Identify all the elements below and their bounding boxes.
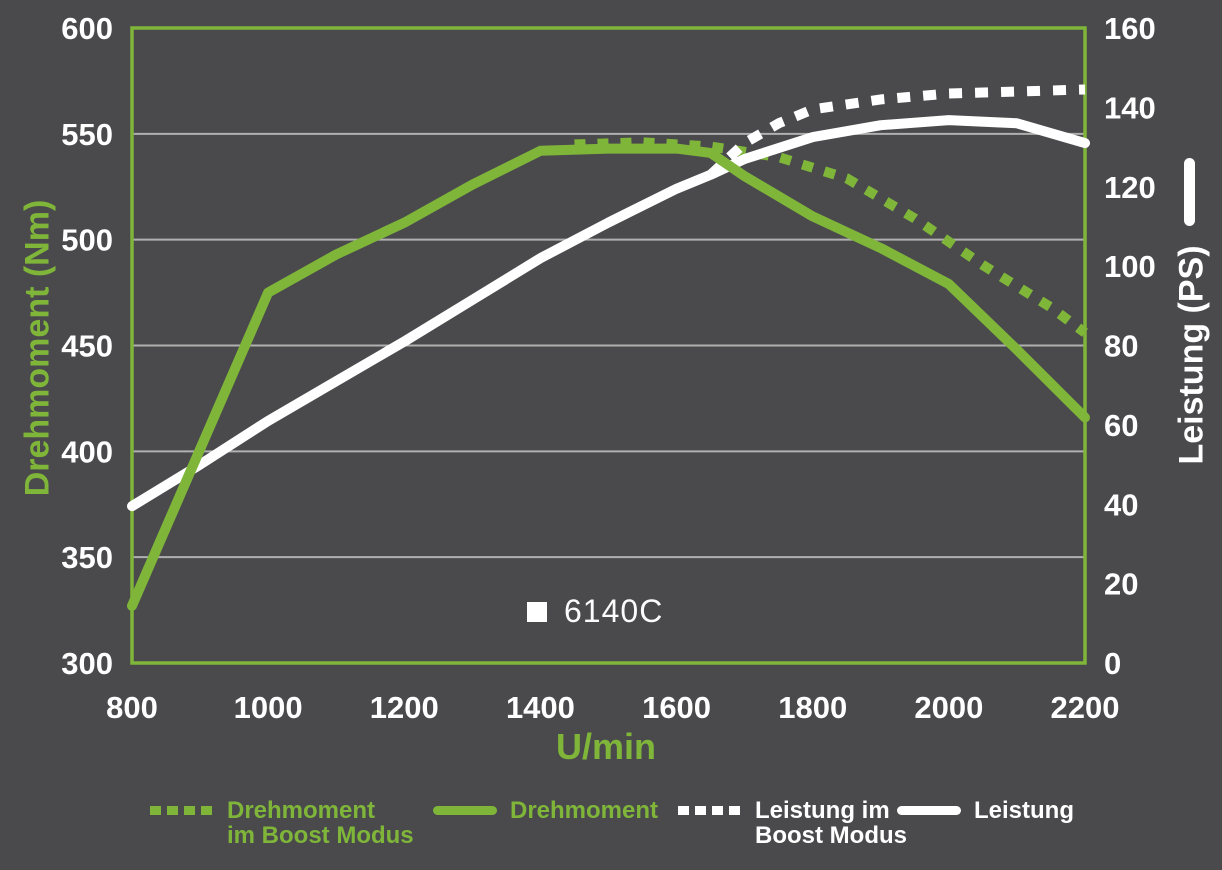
legend-label: Leistung xyxy=(974,797,1074,824)
y-left-tick-label: 400 xyxy=(61,434,113,469)
x-tick-label: 800 xyxy=(106,690,158,725)
y-left-tick-label: 500 xyxy=(61,223,113,258)
y-right-tick-label: 60 xyxy=(1104,408,1138,443)
legend: Drehmoment im Boost Modus Drehmoment Leist… xyxy=(0,798,1222,858)
right-axis-line-sample xyxy=(1184,158,1195,226)
y-left-tick-label: 300 xyxy=(61,646,113,681)
solid-line-swatch xyxy=(897,806,961,815)
y-right-tick-label: 140 xyxy=(1104,90,1156,125)
y-right-tick-label: 80 xyxy=(1104,329,1138,364)
legend-item: Drehmoment xyxy=(433,798,658,823)
series-leistung xyxy=(127,115,1090,512)
y-left-tick-label: 600 xyxy=(61,11,113,46)
x-tick-label: 1800 xyxy=(778,690,847,725)
legend-label: Drehmoment xyxy=(510,797,659,824)
white-square-marker xyxy=(527,601,547,622)
legend-item: Drehmoment im Boost Modus xyxy=(150,798,414,848)
x-tick-label: 2200 xyxy=(1051,690,1120,725)
legend-item: Leistung im Boost Modus xyxy=(678,798,907,848)
y-right-tick-label: 160 xyxy=(1104,11,1156,46)
model-label: 6140C xyxy=(564,593,664,629)
y-right-tick-label: 40 xyxy=(1104,487,1138,522)
y-left-tick-label: 450 xyxy=(61,329,113,364)
right-axis-title: Leistung (PS) xyxy=(1172,245,1211,465)
y-left-tick-label: 350 xyxy=(61,540,113,575)
y-right-tick-label: 100 xyxy=(1104,249,1156,284)
x-tick-label: 2000 xyxy=(914,690,983,725)
solid-line-swatch xyxy=(433,806,497,815)
dashed-line-swatch xyxy=(678,806,742,815)
series-drehmoment xyxy=(127,143,1090,611)
y-right-tick-label: 120 xyxy=(1104,170,1156,205)
plot-frame xyxy=(130,26,1087,665)
y-right-tick-label: 20 xyxy=(1104,567,1138,602)
legend-item: Leistung xyxy=(897,798,1074,823)
x-tick-label: 1600 xyxy=(642,690,711,725)
x-tick-label: 1200 xyxy=(370,690,439,725)
legend-label: Drehmoment im Boost Modus xyxy=(227,797,414,849)
y-left-tick-label: 550 xyxy=(61,117,113,152)
dashed-line-swatch xyxy=(150,806,214,815)
model-annotation: 6140C xyxy=(527,593,663,630)
y-right-tick-label: 0 xyxy=(1104,646,1121,681)
x-axis-title: U/min xyxy=(555,726,657,767)
x-tick-label: 1400 xyxy=(506,690,575,725)
series-leistung-boost xyxy=(707,84,1086,179)
left-axis-title: Drehmoment (Nm) xyxy=(18,199,57,497)
x-tick-label: 1000 xyxy=(234,690,303,725)
legend-label: Leistung im Boost Modus xyxy=(755,797,907,849)
series-drehmoment-boost xyxy=(574,137,1088,337)
